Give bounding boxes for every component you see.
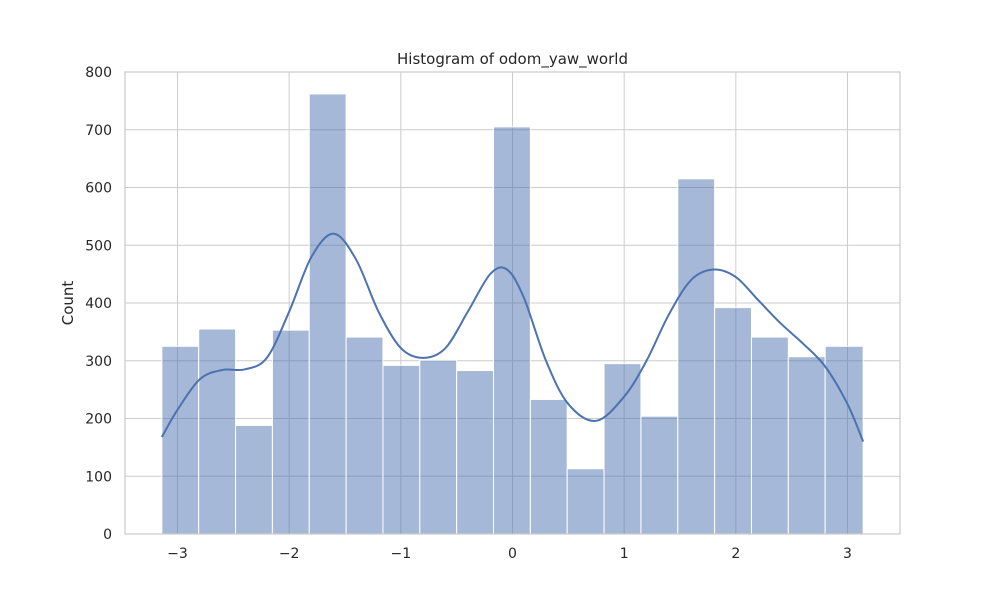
y-tick-label: 300 — [85, 354, 112, 370]
y-tick-label: 700 — [85, 123, 112, 139]
y-tick-label: 600 — [85, 181, 112, 197]
histogram-bar — [493, 126, 531, 535]
histogram-bar — [456, 370, 495, 535]
x-tick-label: −1 — [391, 546, 412, 562]
histogram-bar — [529, 398, 568, 535]
histogram-bar — [382, 364, 421, 535]
histogram-bar — [345, 336, 384, 535]
x-tick-label: −3 — [167, 546, 188, 562]
x-tick-label: 0 — [508, 546, 517, 562]
kde-curve — [160, 232, 865, 442]
histogram-bar — [235, 424, 273, 535]
x-tick-label: 1 — [620, 546, 629, 562]
y-tick-labels: 0 100 200 300 400 500 600 700 800 — [85, 65, 112, 543]
histogram-bar — [161, 345, 200, 535]
histogram-bar — [603, 363, 642, 535]
histogram-bar — [419, 359, 458, 535]
histogram-bar — [640, 415, 679, 535]
histogram-bars — [161, 93, 864, 535]
y-axis-label: Count — [59, 281, 77, 326]
y-tick-label: 100 — [85, 469, 112, 485]
y-tick-label: 0 — [103, 527, 112, 543]
histogram-bar — [198, 328, 237, 535]
histogram-bar — [271, 329, 310, 535]
y-tick-label: 500 — [85, 238, 112, 254]
y-tick-label: 800 — [85, 65, 112, 81]
chart-title: Histogram of odom_yaw_world — [397, 50, 628, 69]
plot-frame — [124, 71, 901, 535]
histogram-bar — [714, 307, 752, 535]
histogram-bar — [750, 336, 789, 535]
histogram-bar — [308, 93, 347, 535]
x-tick-label: −2 — [279, 546, 300, 562]
x-tick-label: 3 — [843, 546, 852, 562]
y-tick-label: 200 — [85, 412, 112, 428]
x-tick-label: 2 — [731, 546, 740, 562]
histogram-bar — [677, 178, 716, 535]
y-tick-label: 400 — [85, 296, 112, 312]
kde-curve-group — [160, 232, 865, 442]
histogram-bar — [566, 468, 605, 535]
x-tick-labels: −3 −2 −1 0 1 2 3 — [167, 546, 852, 562]
histogram-bar — [787, 356, 826, 535]
